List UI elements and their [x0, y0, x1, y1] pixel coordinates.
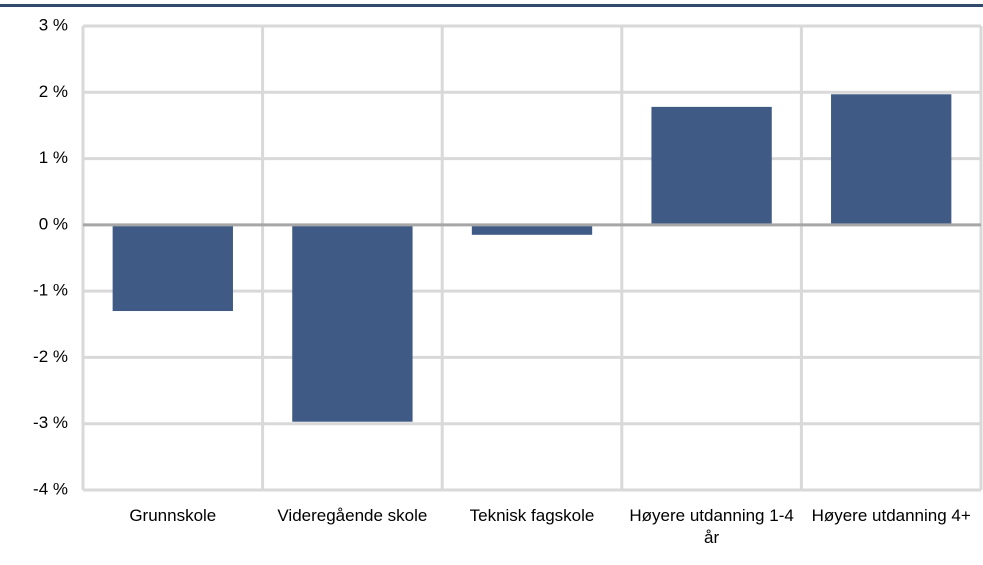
y-tick-label: 1 %: [39, 148, 68, 167]
bar: [831, 94, 952, 225]
bar: [112, 224, 233, 312]
x-tick-label: Teknisk fagskole: [469, 506, 595, 525]
y-tick-label: -4 %: [33, 479, 68, 498]
y-tick-label: -1 %: [33, 281, 68, 300]
y-tick-label: -3 %: [33, 413, 68, 432]
bar: [651, 106, 772, 225]
bar: [292, 224, 413, 422]
x-tick-label: Høyere utdanning 1-4 år: [629, 506, 794, 547]
bar: [471, 224, 593, 235]
x-tick-label: Videregående skole: [277, 506, 428, 525]
y-tick-label: 3 %: [39, 15, 68, 34]
x-tick-label: Høyere utdanning 4+: [811, 506, 971, 525]
y-tick-label: -2 %: [33, 347, 68, 366]
x-tick-label: Grunnskole: [129, 506, 217, 525]
y-tick-label: 2 %: [39, 82, 68, 101]
y-tick-label: 0 %: [39, 214, 68, 233]
header-rule: [0, 4, 983, 7]
